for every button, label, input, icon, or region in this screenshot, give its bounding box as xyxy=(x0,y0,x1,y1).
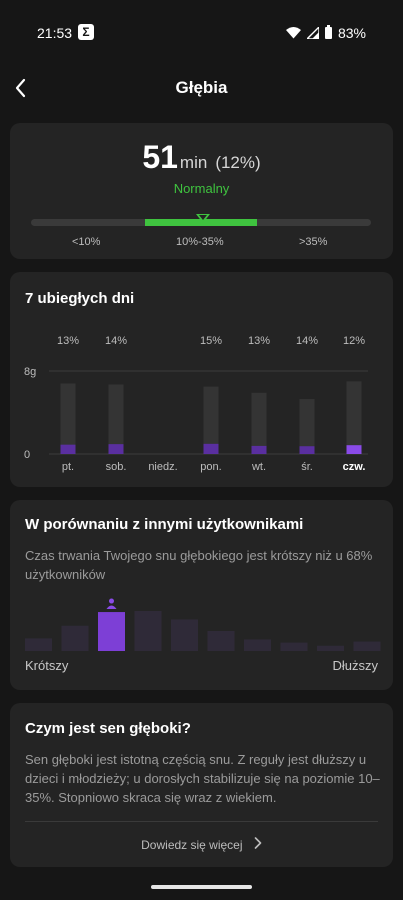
percent-label: 15% xyxy=(200,335,222,347)
comparison-right-label: Dłuższy xyxy=(332,658,378,673)
status-time: 21:53 xyxy=(37,25,73,41)
comparison-left-label: Krótszy xyxy=(25,658,69,673)
signal-icon xyxy=(306,27,319,39)
back-button[interactable] xyxy=(10,74,40,104)
range-label-high: >35% xyxy=(299,236,328,248)
percent-label: 14% xyxy=(296,335,318,347)
depth-percent: (12%) xyxy=(215,153,261,172)
histogram-bar xyxy=(134,611,162,651)
bar-total xyxy=(251,392,267,454)
battery-icon xyxy=(324,25,332,39)
bar-deep xyxy=(346,445,362,454)
chevron-right-icon xyxy=(254,837,262,849)
histogram-bar xyxy=(280,642,308,651)
comparison-histogram xyxy=(25,598,381,651)
week-title: 7 ubiegłych dni xyxy=(25,290,135,307)
week-bar-chart: 8g 0 13% pt. 14% sob. niedz. 15% pon. 13% wt. 14% śr… xyxy=(24,335,368,473)
battery-percent: 83% xyxy=(337,25,366,41)
person-icon xyxy=(106,598,117,610)
bar-total xyxy=(60,383,76,454)
week-history-card[interactable]: 7 ubiegłych dni 8g 0 13% pt. 14% sob. niedz. 15… xyxy=(10,272,393,487)
learn-more-button[interactable]: Dowiedz się więcej xyxy=(10,837,393,852)
bar-total xyxy=(108,384,124,454)
percent-label: 14% xyxy=(105,335,127,347)
bar-deep xyxy=(108,444,124,454)
comparison-card: W porównaniu z innymi użytkownikami Czas… xyxy=(10,500,393,690)
bar-total xyxy=(299,399,315,454)
comparison-description: Czas trwania Twojego snu głębokiego jest… xyxy=(25,548,373,582)
percent-label: 13% xyxy=(57,335,79,347)
day-label: wt. xyxy=(251,461,266,473)
depth-unit: min xyxy=(179,153,208,172)
depth-minutes-value: 51 xyxy=(142,139,178,175)
info-card: Czym jest sen głęboki? Sen głęboki jest … xyxy=(10,703,393,867)
ytick-label: 0 xyxy=(24,449,30,461)
info-divider xyxy=(25,821,378,822)
histogram-bar xyxy=(25,638,52,651)
histogram-bar xyxy=(353,641,381,651)
bar-total xyxy=(203,386,219,454)
status-indicators: 83% xyxy=(285,25,366,41)
day-label: czw. xyxy=(343,461,366,473)
day-label: niedz. xyxy=(148,461,177,473)
bar-total xyxy=(346,381,362,454)
learn-more-label: Dowiedz się więcej xyxy=(141,838,243,852)
day-label: pt. xyxy=(62,461,74,473)
bar-deep xyxy=(60,444,76,454)
range-marker-inner xyxy=(199,215,207,220)
histogram-bar xyxy=(171,619,198,651)
wifi-icon xyxy=(285,27,301,39)
bar-deep xyxy=(299,446,315,454)
range-label-normal: 10%-35% xyxy=(176,236,224,248)
bar-deep xyxy=(203,443,219,454)
home-indicator[interactable] xyxy=(151,885,252,889)
histogram-bar xyxy=(98,612,125,651)
depth-value-row: 51 min (12%) xyxy=(10,139,393,176)
histogram-bar xyxy=(317,645,344,651)
info-title: Czym jest sen głęboki? xyxy=(25,720,191,737)
ytick-label: 8g xyxy=(24,366,36,378)
bar-deep xyxy=(251,445,267,454)
info-text: Sen głęboki jest istotną częścią snu. Z … xyxy=(25,752,380,805)
page-title: Głębia xyxy=(175,78,228,97)
histogram-bar xyxy=(244,639,271,651)
histogram-bar xyxy=(207,631,235,651)
histogram-bar xyxy=(61,625,89,651)
range-label-low: <10% xyxy=(72,236,101,248)
percent-label: 13% xyxy=(248,335,270,347)
app-notification-icon: Σ xyxy=(78,24,94,40)
day-label: śr. xyxy=(301,461,313,473)
depth-status-label: Normalny xyxy=(173,181,230,196)
depth-summary-card: 51 min (12%) Normalny <10% 10%-35% >35% xyxy=(10,123,393,259)
comparison-title: W porównaniu z innymi użytkownikami xyxy=(25,516,304,533)
day-label: sob. xyxy=(106,461,127,473)
percent-label: 12% xyxy=(343,335,365,347)
day-label: pon. xyxy=(200,461,221,473)
chevron-left-icon xyxy=(15,78,26,98)
